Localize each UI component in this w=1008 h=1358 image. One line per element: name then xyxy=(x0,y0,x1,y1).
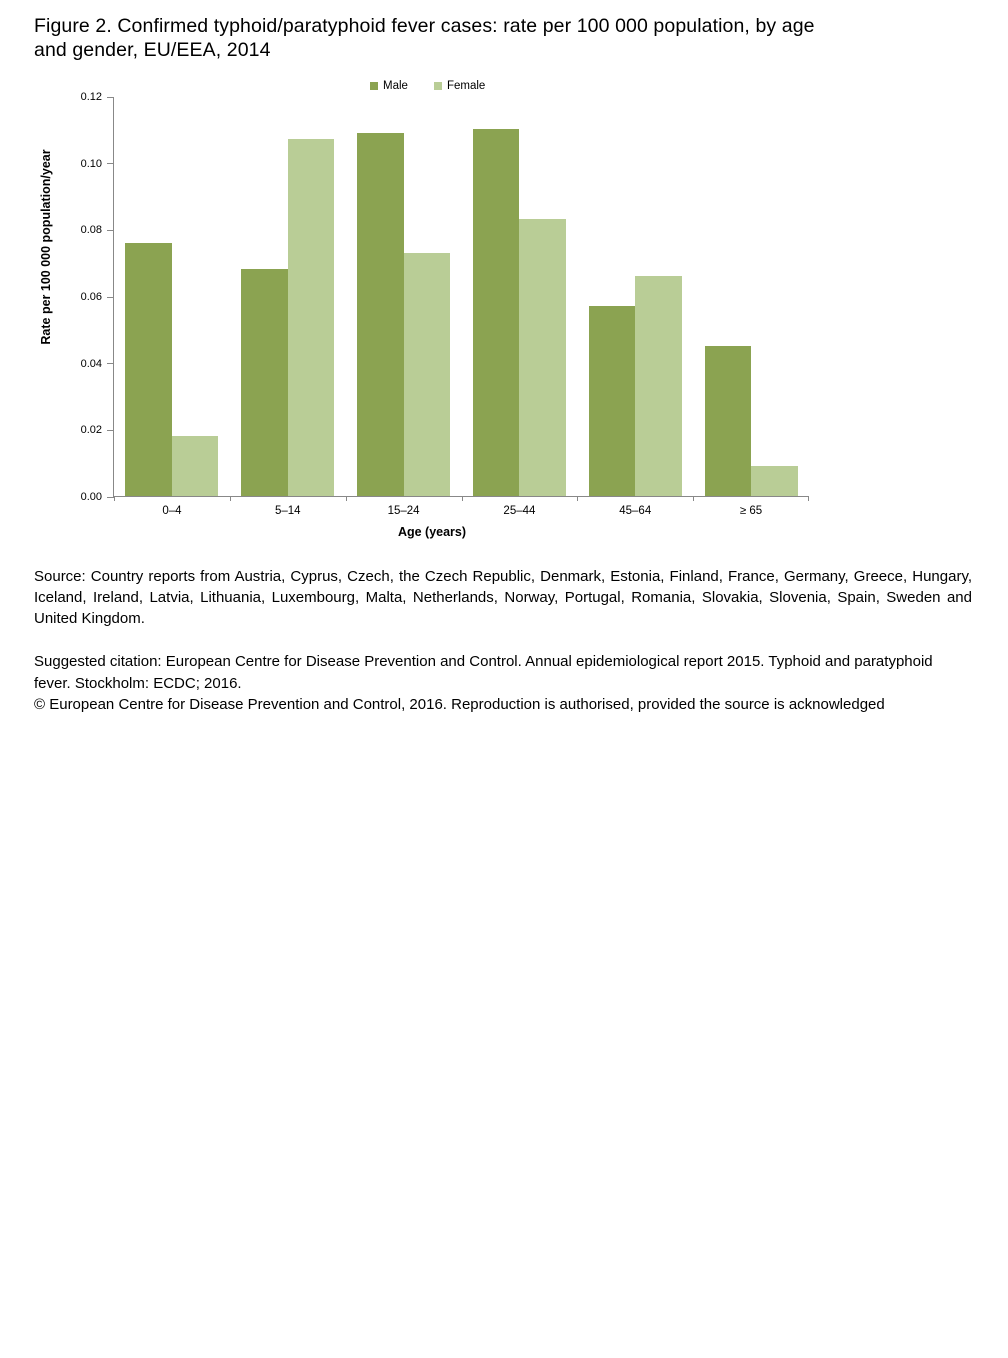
y-tick-label: 0.08 xyxy=(80,224,102,237)
x-tick-mark xyxy=(693,496,695,501)
x-tick-mark xyxy=(229,496,231,501)
citation-text: Suggested citation: European Centre for … xyxy=(34,653,933,692)
y-tick-mark xyxy=(107,229,114,231)
x-tick-mark xyxy=(114,496,115,501)
bar-male-4 xyxy=(588,306,636,496)
bar-male-5 xyxy=(704,346,752,496)
bar-male-3 xyxy=(472,129,520,496)
x-tick-mark xyxy=(461,496,463,501)
bar-male-1 xyxy=(241,269,288,496)
bar-female-1 xyxy=(287,139,335,496)
y-tick-label: 0.12 xyxy=(80,91,102,103)
y-tick-mark xyxy=(107,163,114,165)
legend-item-female: Female xyxy=(433,80,486,92)
legend: Male Female xyxy=(370,80,485,92)
legend-swatch-male xyxy=(370,82,378,90)
bar-female-4 xyxy=(635,276,682,496)
y-tick-mark xyxy=(107,496,114,498)
figure-title: Figure 2. Confirmed typhoid/paratyphoid … xyxy=(34,14,924,62)
y-tick-label: 0.02 xyxy=(80,424,102,437)
legend-swatch-female xyxy=(433,82,442,90)
y-tick-mark xyxy=(107,96,114,98)
citation-block: Suggested citation: European Centre for … xyxy=(34,651,972,716)
x-category-label-0: 0–4 xyxy=(162,505,182,517)
x-tick-mark xyxy=(808,496,809,501)
page: { "title": { "line1": "Figure 2. Confirm… xyxy=(0,14,1008,1358)
copyright-text: © European Centre for Disease Prevention… xyxy=(34,696,885,713)
y-tick-label: 0.06 xyxy=(80,291,102,303)
x-category-label-2: 15–24 xyxy=(387,505,420,517)
plot-area: 0.00 0.02 0.04 0.06 0.08 0.10 0.12 0–4 5–14 15–24… xyxy=(81,91,809,517)
x-tick-mark xyxy=(345,496,347,501)
y-tick-label: 0.04 xyxy=(80,357,102,370)
x-category-label-1: 5–14 xyxy=(274,505,301,517)
x-tick-mark xyxy=(577,496,579,501)
y-tick-mark xyxy=(107,363,114,365)
figure-title-line1: Figure 2. Confirmed typhoid/paratyphoid … xyxy=(34,15,815,37)
source-text: Source: Country reports from Austria, Cy… xyxy=(34,568,972,627)
y-axis-title: Rate per 100 000 population/year xyxy=(39,149,53,345)
y-tick-mark xyxy=(107,296,114,298)
bar-female-0 xyxy=(171,436,219,496)
y-tick-label: 0.00 xyxy=(80,491,102,503)
legend-item-male: Male xyxy=(370,80,408,92)
legend-label-male: Male xyxy=(383,80,408,92)
y-tick-mark xyxy=(107,429,114,431)
x-category-label-5: ≥ 65 xyxy=(739,505,763,517)
legend-label-female: Female xyxy=(446,80,486,92)
bar-male-0 xyxy=(125,242,172,496)
x-category-label-4: 45–64 xyxy=(619,505,652,517)
bar-female-3 xyxy=(519,219,566,496)
y-tick-label: 0.10 xyxy=(80,157,102,170)
bar-female-2 xyxy=(403,252,451,496)
bar-female-5 xyxy=(751,466,798,496)
bar-male-2 xyxy=(357,132,404,496)
chart: Male Female Rate per 100 000 population/y… xyxy=(0,78,1008,548)
x-axis-title: Age (years) xyxy=(397,525,467,539)
figure-title-line2: and gender, EU/EEA, 2014 xyxy=(34,39,271,61)
x-category-label-3: 25–44 xyxy=(503,505,536,517)
